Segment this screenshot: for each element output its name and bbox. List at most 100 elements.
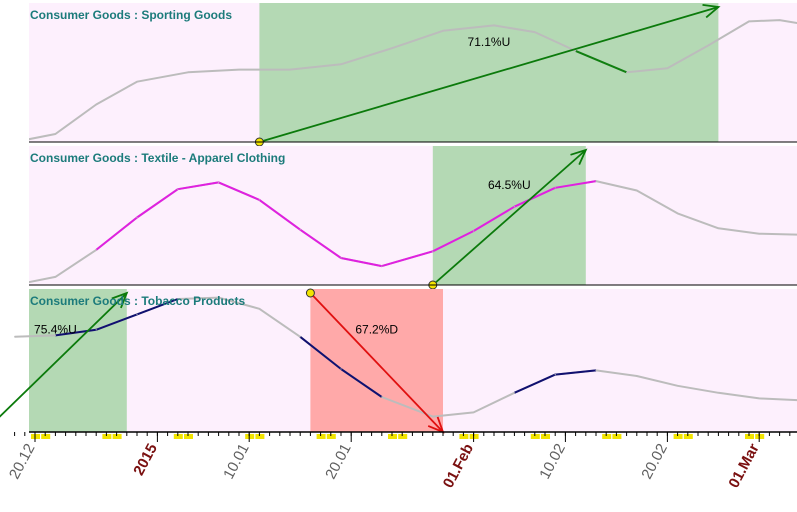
x-tick-label: 01.Feb [440, 441, 477, 491]
x-tick-label: 20.01 [322, 441, 355, 482]
series-point [432, 416, 434, 418]
series-point [442, 30, 444, 32]
series-group [14, 180, 797, 285]
x-tick-label: 20.02 [638, 441, 671, 482]
x-axis: 20.12 2015 10.01 20.01 01.Feb 10.02 20.02 01.Ma… [6, 431, 797, 491]
series-point [717, 392, 720, 394]
series-point [758, 397, 760, 399]
signal-label: 75.4%U [34, 322, 77, 336]
panel-sporting-goods: 71.1%U Consumer Goods : Sporting Goods [14, 3, 797, 147]
signal-group: 71.1%U [254, 4, 721, 147]
weekend-marker [316, 434, 326, 439]
series-point [340, 368, 342, 370]
series-point [177, 298, 179, 300]
weekend-marker [255, 434, 265, 439]
weekend-marker [112, 434, 122, 439]
arrow-head [570, 148, 588, 165]
series-point [677, 212, 679, 214]
series-point [54, 133, 57, 135]
series-point [14, 141, 15, 142]
series-point [595, 369, 597, 371]
series-point [636, 189, 638, 192]
series-point [381, 396, 383, 398]
panel-textile-apparel: 64.5%U Consumer Goods : Textile - Appare… [14, 146, 797, 290]
series-point [14, 336, 16, 338]
series-point [299, 336, 301, 338]
weekend-marker [388, 434, 397, 439]
arrow-head [111, 291, 129, 309]
series-point [95, 329, 97, 331]
series-point [14, 284, 15, 285]
series-point [187, 71, 189, 73]
series-point [595, 180, 597, 182]
series-point [758, 233, 760, 235]
series-point [513, 392, 516, 394]
series-point [707, 44, 709, 47]
series-point [54, 334, 57, 336]
series-point [95, 249, 97, 251]
x-tick-label: 10.02 [536, 441, 569, 482]
series-point [218, 297, 220, 299]
x-tick-label: 20.12 [6, 441, 39, 482]
series-group [14, 296, 797, 418]
series-point [340, 63, 342, 65]
axis-marker-group [31, 434, 765, 439]
weekend-marker [102, 434, 112, 439]
weekend-marker [173, 434, 183, 439]
axis-tick-group: 20.12 2015 10.01 20.01 01.Feb 10.02 20.02 01.Ma… [6, 432, 791, 491]
panel-title: Consumer Goods : Sporting Goods [30, 8, 232, 22]
signal-arrow [0, 292, 128, 418]
series-point [554, 187, 556, 189]
x-tick-label: 01.Mar [725, 441, 762, 491]
zone-group [29, 289, 443, 432]
panel-title: Consumer Goods : Tobacco Products [30, 294, 245, 308]
series-point [289, 69, 291, 71]
series-point [95, 103, 97, 106]
weekend-marker [683, 434, 693, 439]
series-point [534, 31, 536, 33]
series-point [218, 181, 220, 183]
series-point [136, 313, 138, 315]
series-point [258, 308, 260, 310]
panel-tobacco-products: 75.4%U 67.2%D Consumer Goods : Tobacco Pr… [0, 288, 797, 434]
weekend-marker [41, 434, 51, 439]
series-point [381, 265, 383, 267]
series-point [54, 276, 57, 278]
series-point [666, 67, 669, 69]
signal-label: 71.1%U [468, 35, 511, 49]
series-point [626, 71, 628, 73]
panel-background [29, 146, 797, 285]
series-point [473, 230, 475, 232]
weekend-marker [673, 434, 683, 439]
weekend-marker [398, 434, 408, 439]
series-point [299, 229, 301, 231]
series-highlight [575, 49, 627, 74]
x-tick-label: 2015 [130, 441, 161, 478]
weekend-marker [541, 434, 550, 439]
series-point [258, 199, 260, 201]
weekend-marker [326, 434, 336, 439]
signal-label: 64.5%U [488, 178, 531, 192]
signal-arrow [259, 6, 719, 143]
series-point [554, 374, 556, 376]
signal-arrow [309, 292, 444, 433]
series-point [432, 250, 434, 252]
series-point [717, 227, 720, 229]
series-point [177, 188, 179, 190]
signal-marker [305, 288, 315, 298]
series-point [340, 257, 342, 259]
series-point [748, 20, 750, 22]
series-point [513, 206, 516, 208]
series-point [473, 411, 475, 413]
series-point [136, 81, 138, 83]
weekend-marker [530, 434, 540, 439]
signal-group: 75.4%U 67.2%D [0, 288, 445, 434]
series-point [136, 216, 138, 219]
series-point [636, 375, 638, 377]
series-highlight [55, 298, 179, 337]
series-point [238, 69, 240, 71]
weekend-marker [459, 434, 469, 439]
signal-label: 67.2%D [355, 322, 398, 336]
x-tick-label: 10.01 [220, 441, 253, 482]
